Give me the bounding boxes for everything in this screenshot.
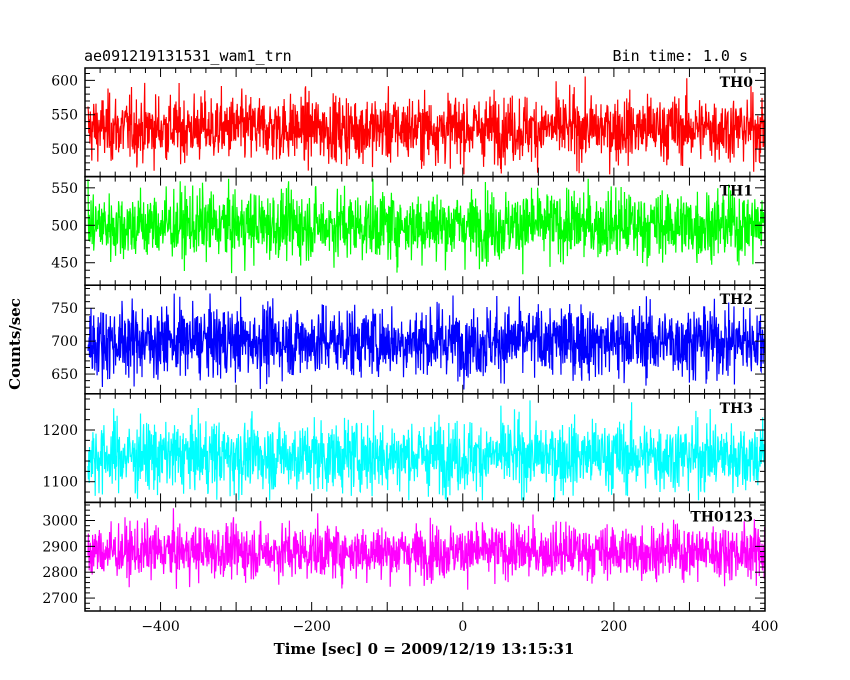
panel-th2: 650 700 750 TH2 <box>51 284 766 395</box>
y-tick-label: 750 <box>51 301 78 317</box>
panels-group: 500 550 600 TH0 450 500 550 TH1 650 700 750 TH2 1100… <box>42 67 766 612</box>
panel-th0: 500 550 600 TH0 <box>51 67 766 178</box>
panel-label-th0123: TH0123 <box>690 509 753 525</box>
series-th2 <box>87 293 766 390</box>
y-axis-title: Counts/sec <box>6 298 24 390</box>
x-tick-label: 200 <box>601 619 628 635</box>
y-tick-label: 600 <box>51 73 78 89</box>
y-tick-label: 2700 <box>42 591 78 607</box>
panel-th3: 1100 1200 TH3 <box>42 393 766 504</box>
x-tick-label: −400 <box>141 619 179 635</box>
bin-time-label: Bin time: 1.0 s <box>613 47 748 65</box>
chart-title: ae091219131531_wam1_trn <box>84 47 292 65</box>
series-th3 <box>87 400 766 501</box>
y-tick-label: 550 <box>51 181 78 197</box>
panel-label-th2: TH2 <box>720 292 753 308</box>
panel-th1: 450 500 550 TH1 <box>51 175 766 286</box>
panel-th0123: 2700 2800 2900 3000 TH0123 <box>42 501 766 612</box>
x-tick-label: −200 <box>292 619 330 635</box>
x-axis: −400 −200 0 200 400 <box>141 619 778 635</box>
series-th0123 <box>87 508 766 590</box>
series-th1 <box>87 178 766 275</box>
series-th0 <box>87 76 766 175</box>
y-tick-label: 450 <box>51 256 78 272</box>
y-tick-label: 500 <box>51 142 78 158</box>
y-tick-label: 1100 <box>42 475 78 491</box>
panel-label-th0: TH0 <box>720 75 754 91</box>
y-tick-label: 2900 <box>42 539 78 555</box>
x-tick-label: 0 <box>458 619 467 635</box>
y-tick-label: 3000 <box>42 514 78 530</box>
panel-label-th3: TH3 <box>720 401 753 417</box>
y-tick-label: 500 <box>51 218 78 234</box>
y-tick-label: 550 <box>51 108 78 124</box>
y-tick-label: 700 <box>51 334 78 350</box>
y-tick-label: 2800 <box>42 565 78 581</box>
x-axis-title: Time [sec] 0 = 2009/12/19 13:15:31 <box>274 640 575 658</box>
y-tick-label: 650 <box>51 367 78 383</box>
y-tick-label: 1200 <box>42 423 78 439</box>
x-tick-label: 400 <box>752 619 779 635</box>
panel-label-th1: TH1 <box>720 184 753 200</box>
